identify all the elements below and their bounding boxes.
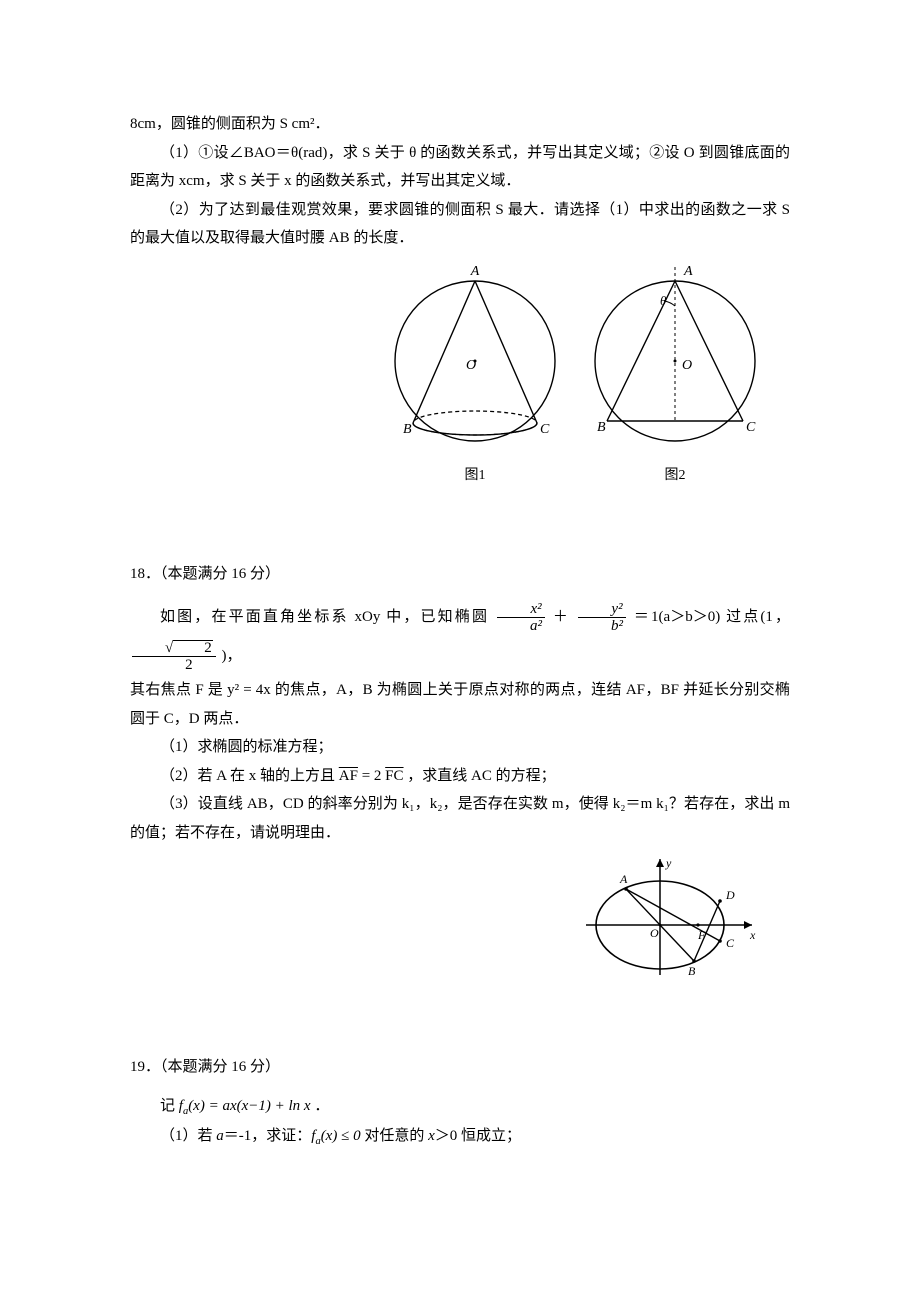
frac-sqrt2-2: √2 2 (132, 640, 216, 674)
figure-2: A θ O B C 图2 (580, 261, 770, 490)
q18-figure: y x O F A B C D (130, 853, 760, 983)
label-o2: O (682, 358, 692, 373)
eq-rhs: ＝1(a＞b＞0) (634, 609, 720, 625)
plus: ＋ (553, 609, 570, 625)
cone-diagram-1: A O B C (380, 261, 570, 451)
label-c: C (540, 422, 550, 437)
svg-text:D: D (725, 888, 735, 902)
cont-line: 8cm，圆锥的侧面积为 S cm²． (130, 110, 790, 139)
label-a2: A (683, 264, 693, 279)
label-o: O (466, 358, 476, 373)
q18-intro-b: 过点(1， (726, 609, 790, 625)
eq-2: = 2 (362, 768, 382, 784)
cone-diagram-2: A θ O B C (580, 261, 770, 451)
q18-sub3: （3）设直线 AB，CD 的斜率分别为 k₁，k₂，是否存在实数 m，使得 k₂… (130, 790, 790, 847)
svg-text:O: O (650, 926, 659, 940)
cone-figures: A O B C 图1 A θ (130, 261, 790, 490)
svg-text:x: x (749, 928, 756, 942)
label-theta: θ (660, 293, 667, 308)
frac-x2a2: x² a² (497, 601, 545, 635)
figure-1: A O B C 图1 (380, 261, 570, 490)
cont-sub2: （2）为了达到最佳观赏效果，要求圆锥的侧面积 S 最大．请选择（1）中求出的函数… (130, 196, 790, 253)
q18-sub2-b: ，求直线 AC 的方程； (407, 768, 555, 784)
svg-text:C: C (726, 936, 735, 950)
q19-def: 记 fa(x) = ax(x−1) + ln x ． (130, 1092, 790, 1122)
num-x2: x² (497, 601, 545, 619)
q18-intro: 如图，在平面直角坐标系 xOy 中，已知椭圆 x² a² ＋ y² b² ＝1(… (130, 598, 790, 676)
q18-intro-a: 如图，在平面直角坐标系 xOy 中，已知椭圆 (160, 609, 489, 625)
ellipse-diagram: y x O F A B C D (580, 853, 760, 983)
label-b2: B (597, 420, 606, 435)
svg-text:B: B (688, 964, 696, 978)
q18-sub1: （1）求椭圆的标准方程； (130, 733, 790, 762)
den-a2: a² (497, 618, 545, 635)
q18-head: 18．（本题满分 16 分） (130, 560, 790, 589)
den-b2: b² (578, 618, 626, 635)
svg-text:y: y (665, 856, 672, 870)
page: 8cm，圆锥的侧面积为 S cm²． （1）①设∠BAO＝θ(rad)，求 S … (0, 0, 920, 1211)
q19-head: 19．（本题满分 16 分） (130, 1053, 790, 1082)
svg-text:A: A (619, 872, 628, 886)
q18-intro-c: )， (221, 648, 241, 664)
q19-fn: fa(x) = ax(x−1) + ln x (179, 1098, 311, 1114)
vec-af: AF (339, 768, 358, 784)
q19-sub1: （1）若 a＝-1，求证：fa(x) ≤ 0 对任意的 x＞0 恒成立； (130, 1122, 790, 1152)
cont-sub1: （1）①设∠BAO＝θ(rad)，求 S 关于 θ 的函数关系式，并写出其定义域… (130, 139, 790, 196)
cont-line0: 8cm，圆锥的侧面积为 S cm²． (130, 116, 330, 132)
q19-def-a: 记 (160, 1098, 179, 1114)
label-c2: C (746, 420, 756, 435)
den-2: 2 (132, 657, 216, 674)
label-b: B (403, 422, 412, 437)
vec-fc: FC (385, 768, 403, 784)
fig2-label: 图2 (580, 463, 770, 490)
q18-sub2-a: （2）若 A 在 x 轴的上方且 (160, 768, 339, 784)
fig1-label: 图1 (380, 463, 570, 490)
svg-text:F: F (697, 928, 706, 942)
q19-def-b: ． (314, 1098, 329, 1114)
num-y2: y² (578, 601, 626, 619)
label-a: A (470, 264, 480, 279)
q18-sub2: （2）若 A 在 x 轴的上方且 AF = 2 FC ，求直线 AC 的方程； (130, 762, 790, 791)
frac-y2b2: y² b² (578, 601, 626, 635)
q18-line2: 其右焦点 F 是 y² = 4x 的焦点，A，B 为椭圆上关于原点对称的两点，连… (130, 676, 790, 733)
num-sqrt2: √2 (132, 640, 216, 658)
